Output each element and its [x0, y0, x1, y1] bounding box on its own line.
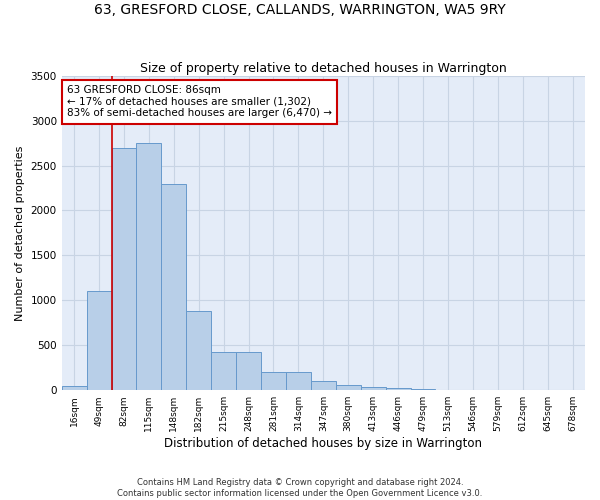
Bar: [86, 292, 112, 390]
Bar: [211, 352, 236, 390]
Title: Size of property relative to detached houses in Warrington: Size of property relative to detached ho…: [140, 62, 507, 74]
Bar: [112, 148, 136, 390]
X-axis label: Distribution of detached houses by size in Warrington: Distribution of detached houses by size …: [164, 437, 482, 450]
Bar: [62, 386, 86, 390]
Bar: [236, 352, 261, 390]
Bar: [161, 184, 186, 390]
Text: 63, GRESFORD CLOSE, CALLANDS, WARRINGTON, WA5 9RY: 63, GRESFORD CLOSE, CALLANDS, WARRINGTON…: [94, 2, 506, 16]
Bar: [186, 311, 211, 390]
Bar: [136, 143, 161, 390]
Bar: [336, 385, 361, 390]
Text: Contains HM Land Registry data © Crown copyright and database right 2024.
Contai: Contains HM Land Registry data © Crown c…: [118, 478, 482, 498]
Bar: [311, 381, 336, 390]
Text: 63 GRESFORD CLOSE: 86sqm
← 17% of detached houses are smaller (1,302)
83% of sem: 63 GRESFORD CLOSE: 86sqm ← 17% of detach…: [67, 85, 332, 118]
Bar: [361, 386, 386, 390]
Bar: [261, 372, 286, 390]
Bar: [286, 372, 311, 390]
Y-axis label: Number of detached properties: Number of detached properties: [15, 146, 25, 320]
Bar: [386, 388, 410, 390]
